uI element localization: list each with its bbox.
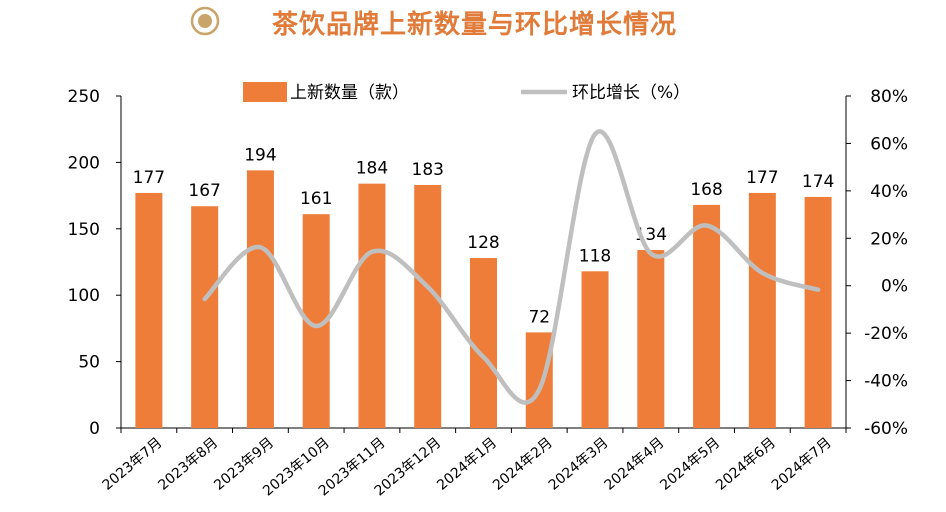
bar-value-label: 183 <box>412 160 444 180</box>
bar <box>525 332 553 428</box>
right-tick-label: 20% <box>870 229 908 249</box>
growth-line <box>202 129 821 405</box>
bar-value-label: 161 <box>300 189 332 209</box>
legend-bar-label: 上新数量（款） <box>290 83 409 103</box>
x-category-label: 2023年8月 <box>155 435 221 494</box>
left-tick-label: 250 <box>68 87 100 107</box>
right-tick-label: 80% <box>870 87 908 107</box>
right-tick-label: 40% <box>870 182 908 202</box>
bar <box>414 184 442 428</box>
x-category-label: 2023年7月 <box>100 435 166 494</box>
circle-icon <box>190 6 220 36</box>
x-category-label: 2024年2月 <box>490 435 556 494</box>
bar-value-label: 177 <box>133 168 165 188</box>
legend-line-label: 环比增长（%） <box>572 83 690 103</box>
right-tick-label: -40% <box>864 372 908 392</box>
bar-value-label: 128 <box>467 233 499 253</box>
x-category-label: 2024年6月 <box>713 435 779 494</box>
x-category-label: 2024年5月 <box>657 435 723 494</box>
bar-value-label: 167 <box>188 181 220 201</box>
x-category-label: 2024年4月 <box>602 435 668 494</box>
bar-value-label: 118 <box>579 246 611 266</box>
bar-value-label: 177 <box>746 168 778 188</box>
bar <box>804 196 832 428</box>
left-tick-label: 50 <box>78 353 100 373</box>
bar <box>748 192 776 428</box>
bar <box>135 192 163 428</box>
bar <box>637 250 665 428</box>
bar <box>246 170 274 429</box>
bar <box>358 183 386 428</box>
left-tick-label: 200 <box>68 153 100 173</box>
legend-bar-swatch <box>243 82 287 102</box>
x-category-label: 2024年7月 <box>769 435 835 494</box>
right-tick-label: 60% <box>870 134 908 154</box>
bar-value-label: 72 <box>528 307 550 327</box>
left-tick-label: 0 <box>89 419 100 439</box>
left-tick-label: 150 <box>68 220 100 240</box>
bar <box>191 206 219 428</box>
chart-title: 茶饮品牌上新数量与环比增长情况 <box>272 10 678 40</box>
bar-value-label: 168 <box>690 180 722 200</box>
bar <box>470 258 497 428</box>
right-tick-label: -20% <box>864 324 908 344</box>
left-tick-label: 100 <box>68 286 100 306</box>
bar <box>693 204 721 428</box>
x-category-label: 2024年1月 <box>434 435 500 494</box>
bar-value-label: 194 <box>244 145 276 165</box>
bar-value-label: 174 <box>802 172 834 192</box>
bar-value-label: 184 <box>356 159 388 179</box>
chart-title-area: 茶饮品牌上新数量与环比增长情况 <box>0 0 946 50</box>
right-tick-label: 0% <box>881 277 908 297</box>
bar <box>581 271 609 428</box>
right-tick-label: -60% <box>864 419 908 439</box>
x-category-label: 2024年3月 <box>546 435 612 494</box>
